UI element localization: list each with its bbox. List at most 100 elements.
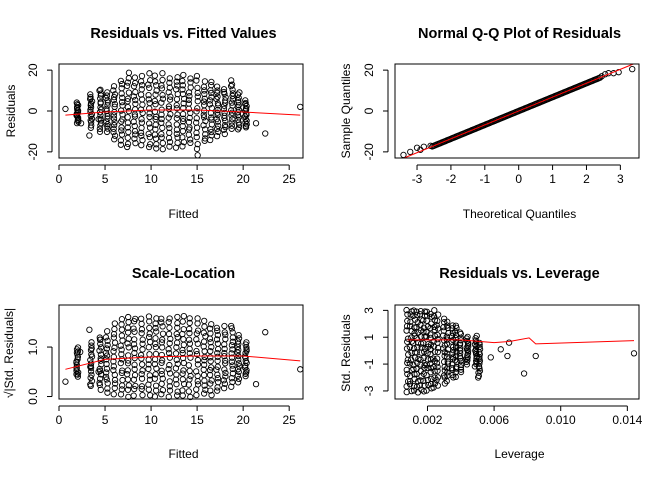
data-point bbox=[228, 383, 235, 390]
plot-marks bbox=[403, 306, 638, 396]
data-point bbox=[103, 352, 111, 359]
data-point bbox=[111, 136, 118, 143]
data-point bbox=[111, 94, 118, 101]
plot-frame bbox=[394, 304, 640, 400]
data-point bbox=[215, 345, 222, 353]
data-point bbox=[228, 119, 235, 126]
y-tick-label: 1 bbox=[362, 334, 376, 341]
data-point bbox=[242, 97, 249, 104]
data-point bbox=[131, 385, 138, 393]
data-point bbox=[151, 393, 159, 400]
data-point bbox=[207, 339, 214, 346]
data-point bbox=[152, 344, 159, 351]
data-point bbox=[104, 389, 111, 396]
data-point bbox=[166, 387, 174, 394]
x-tick-label: 0 bbox=[515, 172, 522, 186]
data-point bbox=[87, 108, 94, 115]
data-point bbox=[104, 115, 111, 122]
data-point bbox=[186, 114, 193, 122]
data-point bbox=[87, 374, 94, 381]
data-point bbox=[132, 88, 139, 96]
data-point bbox=[208, 343, 215, 351]
data-point bbox=[125, 318, 132, 326]
data-point bbox=[214, 100, 222, 107]
data-point bbox=[124, 124, 131, 131]
data-point bbox=[229, 115, 236, 123]
data-point bbox=[146, 318, 153, 325]
data-point bbox=[87, 381, 94, 388]
data-point bbox=[185, 96, 192, 103]
data-point bbox=[179, 318, 186, 325]
data-point bbox=[440, 323, 447, 331]
data-point bbox=[440, 315, 448, 322]
data-point bbox=[118, 346, 125, 353]
data-point bbox=[151, 108, 159, 115]
data-point bbox=[139, 391, 146, 399]
data-point bbox=[104, 380, 111, 387]
data-point bbox=[187, 354, 194, 361]
data-point bbox=[111, 132, 119, 139]
data-point bbox=[404, 335, 412, 342]
data-point bbox=[206, 325, 214, 332]
data-point bbox=[146, 120, 153, 127]
data-point bbox=[152, 126, 159, 133]
y-tick-label: -3 bbox=[362, 385, 376, 396]
data-point bbox=[234, 366, 242, 373]
data-point bbox=[186, 315, 193, 322]
data-point bbox=[131, 328, 138, 335]
data-point bbox=[110, 348, 117, 355]
data-point bbox=[138, 385, 145, 393]
data-point bbox=[194, 105, 201, 112]
data-point bbox=[146, 99, 153, 107]
data-point bbox=[165, 349, 173, 357]
data-point bbox=[111, 380, 119, 387]
data-point bbox=[414, 359, 421, 367]
data-point bbox=[208, 128, 215, 136]
data-point bbox=[228, 322, 235, 330]
data-point bbox=[186, 325, 193, 333]
data-point bbox=[118, 351, 125, 358]
data-point bbox=[179, 110, 187, 118]
qq-reference-line bbox=[403, 63, 634, 159]
data-point bbox=[166, 315, 173, 322]
data-point bbox=[201, 382, 208, 389]
data-point bbox=[186, 340, 194, 347]
data-point bbox=[145, 143, 153, 151]
data-point bbox=[153, 145, 160, 152]
data-point bbox=[87, 117, 94, 124]
data-point bbox=[207, 364, 215, 371]
data-point bbox=[132, 100, 139, 108]
data-point bbox=[423, 333, 430, 340]
plot-marks bbox=[62, 69, 304, 159]
data-point bbox=[404, 311, 411, 318]
data-point bbox=[200, 390, 208, 397]
data-point bbox=[138, 116, 145, 123]
data-point bbox=[137, 129, 145, 136]
data-point bbox=[420, 328, 427, 335]
data-point bbox=[457, 368, 465, 376]
data-point bbox=[138, 355, 145, 362]
data-point bbox=[228, 81, 236, 88]
data-point bbox=[111, 103, 118, 110]
data-point bbox=[410, 307, 417, 314]
data-point bbox=[173, 381, 180, 388]
data-point bbox=[145, 92, 152, 99]
data-point bbox=[423, 372, 430, 379]
data-point bbox=[173, 115, 180, 122]
data-point bbox=[96, 87, 103, 94]
data-point bbox=[476, 346, 484, 353]
data-point bbox=[193, 119, 200, 126]
data-point bbox=[97, 340, 104, 348]
data-point bbox=[434, 367, 441, 374]
data-point bbox=[187, 75, 194, 82]
data-point bbox=[159, 330, 167, 337]
data-point bbox=[221, 130, 228, 138]
data-point bbox=[187, 139, 194, 147]
data-point bbox=[208, 78, 215, 86]
data-point bbox=[229, 102, 236, 109]
chart-title: Normal Q-Q Plot of Residuals bbox=[418, 26, 621, 42]
data-point bbox=[185, 119, 193, 126]
data-point bbox=[297, 366, 304, 373]
data-point bbox=[118, 386, 126, 393]
